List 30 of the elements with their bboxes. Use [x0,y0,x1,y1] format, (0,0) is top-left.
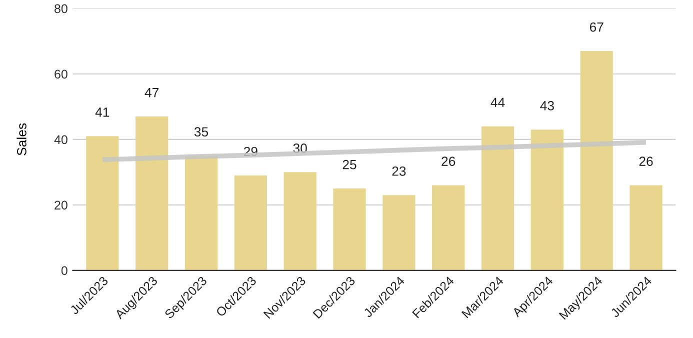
y-tick-label: 20 [54,200,68,210]
data-label: 29 [244,146,258,156]
bar [136,116,168,270]
y-tick-label: 80 [54,4,68,14]
data-label: 47 [144,88,159,98]
bar [580,51,613,270]
data-label: 35 [194,127,208,137]
bar [432,185,465,270]
bar [284,172,316,270]
data-label: 44 [490,98,505,107]
data-label: 26 [442,156,456,166]
bar [234,175,267,270]
data-label: 67 [590,22,604,32]
y-tick-label: 40 [54,135,68,144]
bar [333,188,366,270]
bar [481,126,514,270]
data-label: 43 [540,100,554,110]
data-label: 41 [95,108,110,117]
data-label: 26 [639,156,653,166]
data-label: 30 [293,144,307,153]
bar [530,130,564,270]
y-tick-label: 60 [54,70,68,79]
bar [630,185,662,270]
data-label: 25 [342,160,356,170]
y-tick-label: 0 [61,266,68,276]
y-axis-title: Sales [16,123,26,156]
data-label: 23 [392,166,406,176]
bar [86,136,119,270]
bar [382,195,416,270]
bar [184,156,218,270]
